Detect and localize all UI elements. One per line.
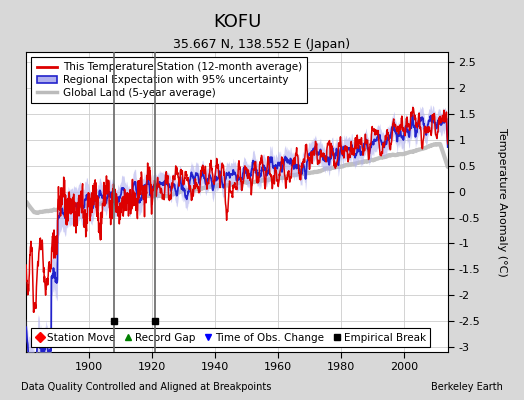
Title: KOFU: KOFU bbox=[213, 13, 261, 31]
Legend: Station Move, Record Gap, Time of Obs. Change, Empirical Break: Station Move, Record Gap, Time of Obs. C… bbox=[31, 328, 430, 347]
Text: Berkeley Earth: Berkeley Earth bbox=[431, 382, 503, 392]
Text: Data Quality Controlled and Aligned at Breakpoints: Data Quality Controlled and Aligned at B… bbox=[21, 382, 271, 392]
Text: 35.667 N, 138.552 E (Japan): 35.667 N, 138.552 E (Japan) bbox=[173, 38, 351, 51]
Y-axis label: Temperature Anomaly (°C): Temperature Anomaly (°C) bbox=[497, 128, 507, 276]
